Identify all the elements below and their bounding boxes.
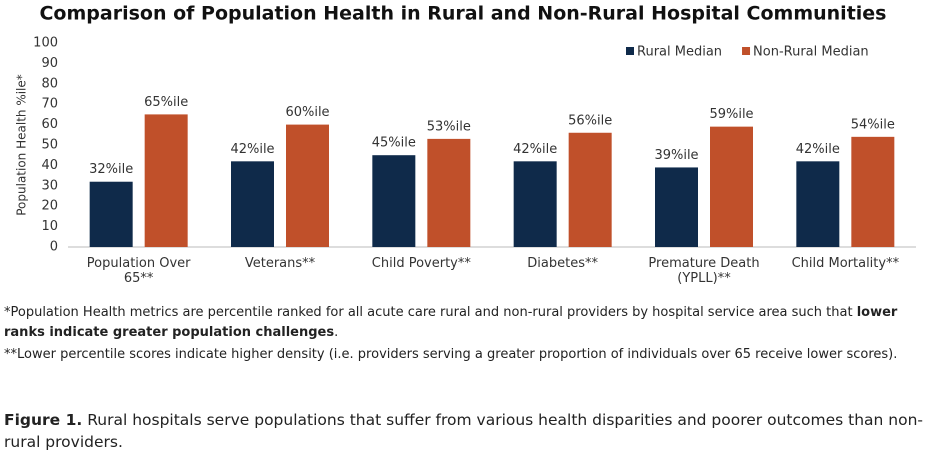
x-tick-label: Child Mortality** [791, 256, 900, 271]
y-tick-label: 20 [41, 199, 58, 214]
bar [144, 114, 188, 248]
chart-title: Comparison of Population Health in Rural… [39, 3, 886, 25]
bar [710, 126, 753, 247]
legend-swatch [626, 47, 634, 55]
x-tick-label: Veterans** [244, 256, 316, 271]
legend-label: Rural Median [637, 45, 722, 60]
bar [568, 132, 612, 247]
bar [231, 161, 274, 247]
y-axis-label: Population Health %ile* [15, 74, 29, 216]
data-label: 42%ile [796, 142, 840, 157]
y-tick-label: 50 [41, 138, 58, 153]
y-tick-label: 0 [50, 240, 58, 255]
caption-label: Figure 1. [4, 411, 83, 429]
bar [427, 138, 471, 247]
y-tick-label: 90 [41, 56, 58, 71]
y-tick-label: 70 [41, 97, 58, 112]
data-label: 42%ile [230, 142, 274, 157]
data-label: 53%ile [427, 119, 471, 134]
note-text: *Population Health metrics are percentil… [4, 305, 857, 320]
data-label: 39%ile [654, 148, 698, 163]
footnote-2: **Lower percentile scores indicate highe… [4, 347, 898, 362]
bar [372, 155, 416, 247]
chart: Comparison of Population Health in Rural… [15, 3, 916, 255]
x-tick-label: Population Over 65** [86, 256, 191, 286]
bar [286, 124, 329, 247]
data-label: 60%ile [285, 105, 329, 120]
data-label: 45%ile [372, 136, 416, 151]
y-tick-label: 40 [41, 158, 58, 173]
y-tick-label: 100 [33, 36, 58, 51]
caption-text: Rural hospitals serve populations that s… [4, 411, 923, 451]
bar [796, 161, 840, 247]
y-tick-label: 60 [41, 117, 58, 132]
y-tick-label: 10 [41, 219, 58, 234]
bar [513, 161, 557, 247]
legend-swatch [742, 47, 751, 55]
data-label: 54%ile [851, 117, 895, 132]
note-text: . [334, 325, 339, 340]
data-label: 65%ile [144, 95, 188, 110]
bar [655, 167, 698, 247]
data-label: 56%ile [568, 113, 612, 128]
data-label: 42%ile [513, 142, 557, 157]
x-tick-label: Child Poverty** [371, 256, 471, 271]
bar [851, 136, 895, 247]
bar [89, 181, 133, 247]
x-tick-label: Diabetes** [527, 256, 599, 271]
y-tick-label: 80 [41, 76, 58, 91]
data-label: 59%ile [709, 107, 753, 122]
y-tick-label: 30 [41, 178, 58, 193]
figure-caption: Figure 1. Rural hospitals serve populati… [4, 409, 924, 453]
legend-label: Non-Rural Median [753, 45, 869, 60]
data-label: 32%ile [89, 162, 133, 177]
footnote-1: *Population Health metrics are percentil… [4, 303, 924, 343]
x-tick-label: Premature Death (YPLL)** [648, 256, 760, 286]
note-bold: lower ranks indicate greater population … [4, 305, 898, 340]
